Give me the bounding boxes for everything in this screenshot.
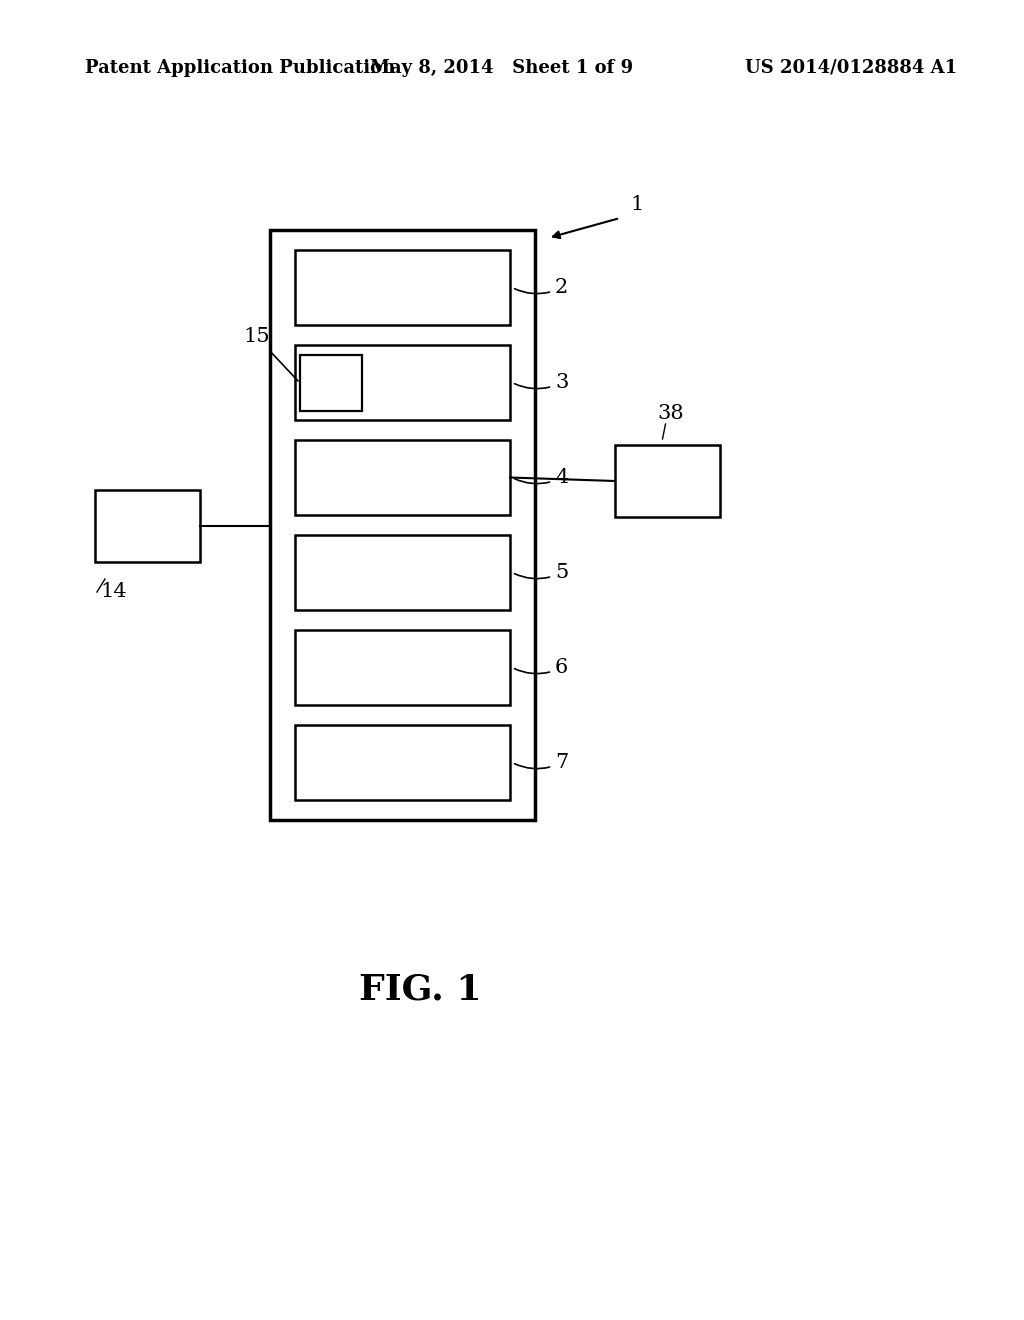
Text: 14: 14 (100, 582, 127, 601)
Bar (295, 630, 510, 705)
Text: 7: 7 (514, 752, 568, 772)
Bar (300, 355, 362, 411)
Text: 5: 5 (514, 564, 568, 582)
Bar (95, 490, 200, 562)
Text: 15: 15 (244, 327, 298, 381)
Bar (295, 725, 510, 800)
Text: 6: 6 (514, 657, 568, 677)
Bar (270, 230, 535, 820)
Bar (615, 445, 720, 517)
Text: 1: 1 (630, 195, 643, 214)
Text: 2: 2 (514, 279, 568, 297)
Text: 3: 3 (514, 374, 568, 392)
Bar (295, 249, 510, 325)
Bar (295, 535, 510, 610)
Text: 38: 38 (657, 404, 684, 422)
Text: May 8, 2014   Sheet 1 of 9: May 8, 2014 Sheet 1 of 9 (370, 59, 633, 77)
Bar (295, 345, 510, 420)
Text: FIG. 1: FIG. 1 (358, 973, 481, 1007)
Text: 4: 4 (514, 469, 568, 487)
Text: US 2014/0128884 A1: US 2014/0128884 A1 (745, 59, 957, 77)
Text: Patent Application Publication: Patent Application Publication (85, 59, 395, 77)
Bar (295, 440, 510, 515)
